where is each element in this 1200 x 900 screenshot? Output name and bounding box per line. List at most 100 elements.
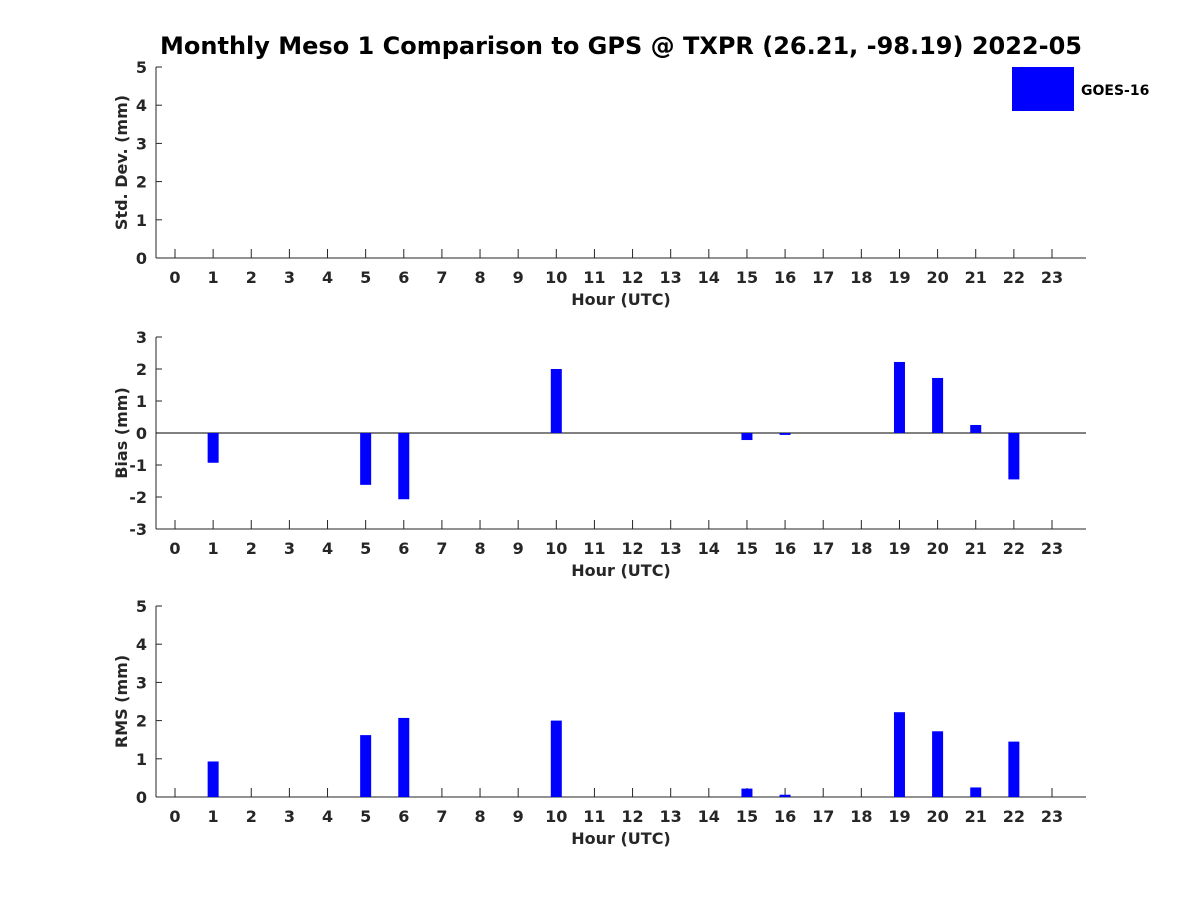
y-tick-label: 5 [136,58,147,77]
x-tick-label: 8 [474,807,485,826]
bar-hour-19 [893,712,905,797]
x-tick-label: 1 [208,539,219,558]
x-tick-label: 17 [812,539,834,558]
x-tick-label: 12 [621,807,643,826]
legend: GOES-16 [1012,67,1149,111]
bar-hour-1 [207,761,219,797]
x-tick-label: 3 [284,539,295,558]
x-tick-label: 13 [660,539,682,558]
chart-title: Monthly Meso 1 Comparison to GPS @ TXPR … [160,32,1082,60]
y-tick-label: 1 [136,211,147,230]
y-tick-label: 1 [136,392,147,411]
x-axis-label: Hour (UTC) [571,829,671,848]
x-tick-label: 12 [621,268,643,287]
x-tick-label: 15 [736,268,758,287]
x-tick-label: 22 [1003,268,1025,287]
x-tick-label: 5 [360,539,371,558]
x-tick-label: 18 [850,539,872,558]
x-tick-label: 23 [1041,807,1063,826]
y-tick-label: 2 [136,360,147,379]
x-tick-label: 10 [545,807,567,826]
x-tick-label: 23 [1041,539,1063,558]
y-tick-label: 0 [136,788,147,807]
bar-hour-16 [779,794,791,797]
y-tick-label: 3 [136,328,147,347]
bar-hour-10 [550,369,562,433]
x-tick-label: 18 [850,268,872,287]
bar-hour-15 [741,788,753,797]
bar-hour-22 [1008,433,1020,480]
x-tick-label: 10 [545,268,567,287]
x-tick-label: 7 [436,807,447,826]
x-tick-label: 12 [621,539,643,558]
y-tick-label: 2 [136,712,147,731]
x-tick-label: 14 [698,268,720,287]
x-tick-label: 9 [513,268,524,287]
x-tick-label: 4 [322,268,333,287]
x-tick-label: 14 [698,539,720,558]
bar-hour-16 [779,433,791,435]
x-tick-label: 19 [888,807,910,826]
x-tick-label: 10 [545,539,567,558]
y-tick-label: -1 [129,456,147,475]
x-tick-label: 22 [1003,807,1025,826]
x-tick-label: 16 [774,268,796,287]
y-axis-label: Bias (mm) [112,387,131,479]
bar-hour-20 [932,731,944,797]
x-tick-label: 2 [246,807,257,826]
x-tick-label: 8 [474,268,485,287]
x-tick-label: 21 [965,268,987,287]
x-tick-label: 7 [436,268,447,287]
x-tick-label: 9 [513,807,524,826]
legend-label: GOES-16 [1081,83,1149,99]
x-tick-label: 17 [812,807,834,826]
bar-hour-21 [970,787,982,797]
y-tick-label: 3 [136,673,147,692]
bar-hour-6 [398,717,410,797]
x-tick-label: 8 [474,539,485,558]
x-tick-label: 14 [698,807,720,826]
x-tick-label: 2 [246,268,257,287]
y-axis-label: RMS (mm) [112,655,131,748]
x-tick-label: 17 [812,268,834,287]
x-tick-label: 4 [322,807,333,826]
x-tick-label: 5 [360,807,371,826]
x-tick-label: 16 [774,807,796,826]
bar-hour-5 [360,433,372,485]
x-tick-label: 13 [660,807,682,826]
x-tick-label: 6 [398,807,409,826]
bar-hour-1 [207,433,219,463]
x-tick-label: 15 [736,807,758,826]
x-tick-label: 5 [360,268,371,287]
x-tick-label: 0 [169,807,180,826]
x-tick-label: 3 [284,807,295,826]
x-tick-label: 21 [965,539,987,558]
x-tick-label: 3 [284,268,295,287]
bar-hour-15 [741,433,753,441]
x-tick-label: 0 [169,268,180,287]
x-tick-label: 15 [736,539,758,558]
x-tick-label: 11 [583,807,605,826]
x-tick-label: 16 [774,539,796,558]
x-tick-label: 1 [208,807,219,826]
y-tick-label: 3 [136,134,147,153]
x-tick-label: 7 [436,539,447,558]
x-tick-label: 1 [208,268,219,287]
x-tick-label: 9 [513,539,524,558]
x-axis-label: Hour (UTC) [571,290,671,309]
bar-hour-5 [360,735,372,797]
y-tick-label: -3 [129,520,147,539]
y-tick-label: 5 [136,597,147,616]
y-tick-label: 0 [136,424,147,443]
x-tick-label: 23 [1041,268,1063,287]
x-tick-label: 19 [888,539,910,558]
bar-hour-20 [932,377,944,433]
x-tick-label: 11 [583,268,605,287]
legend-swatch [1012,67,1074,111]
x-tick-label: 6 [398,539,409,558]
x-tick-label: 6 [398,268,409,287]
